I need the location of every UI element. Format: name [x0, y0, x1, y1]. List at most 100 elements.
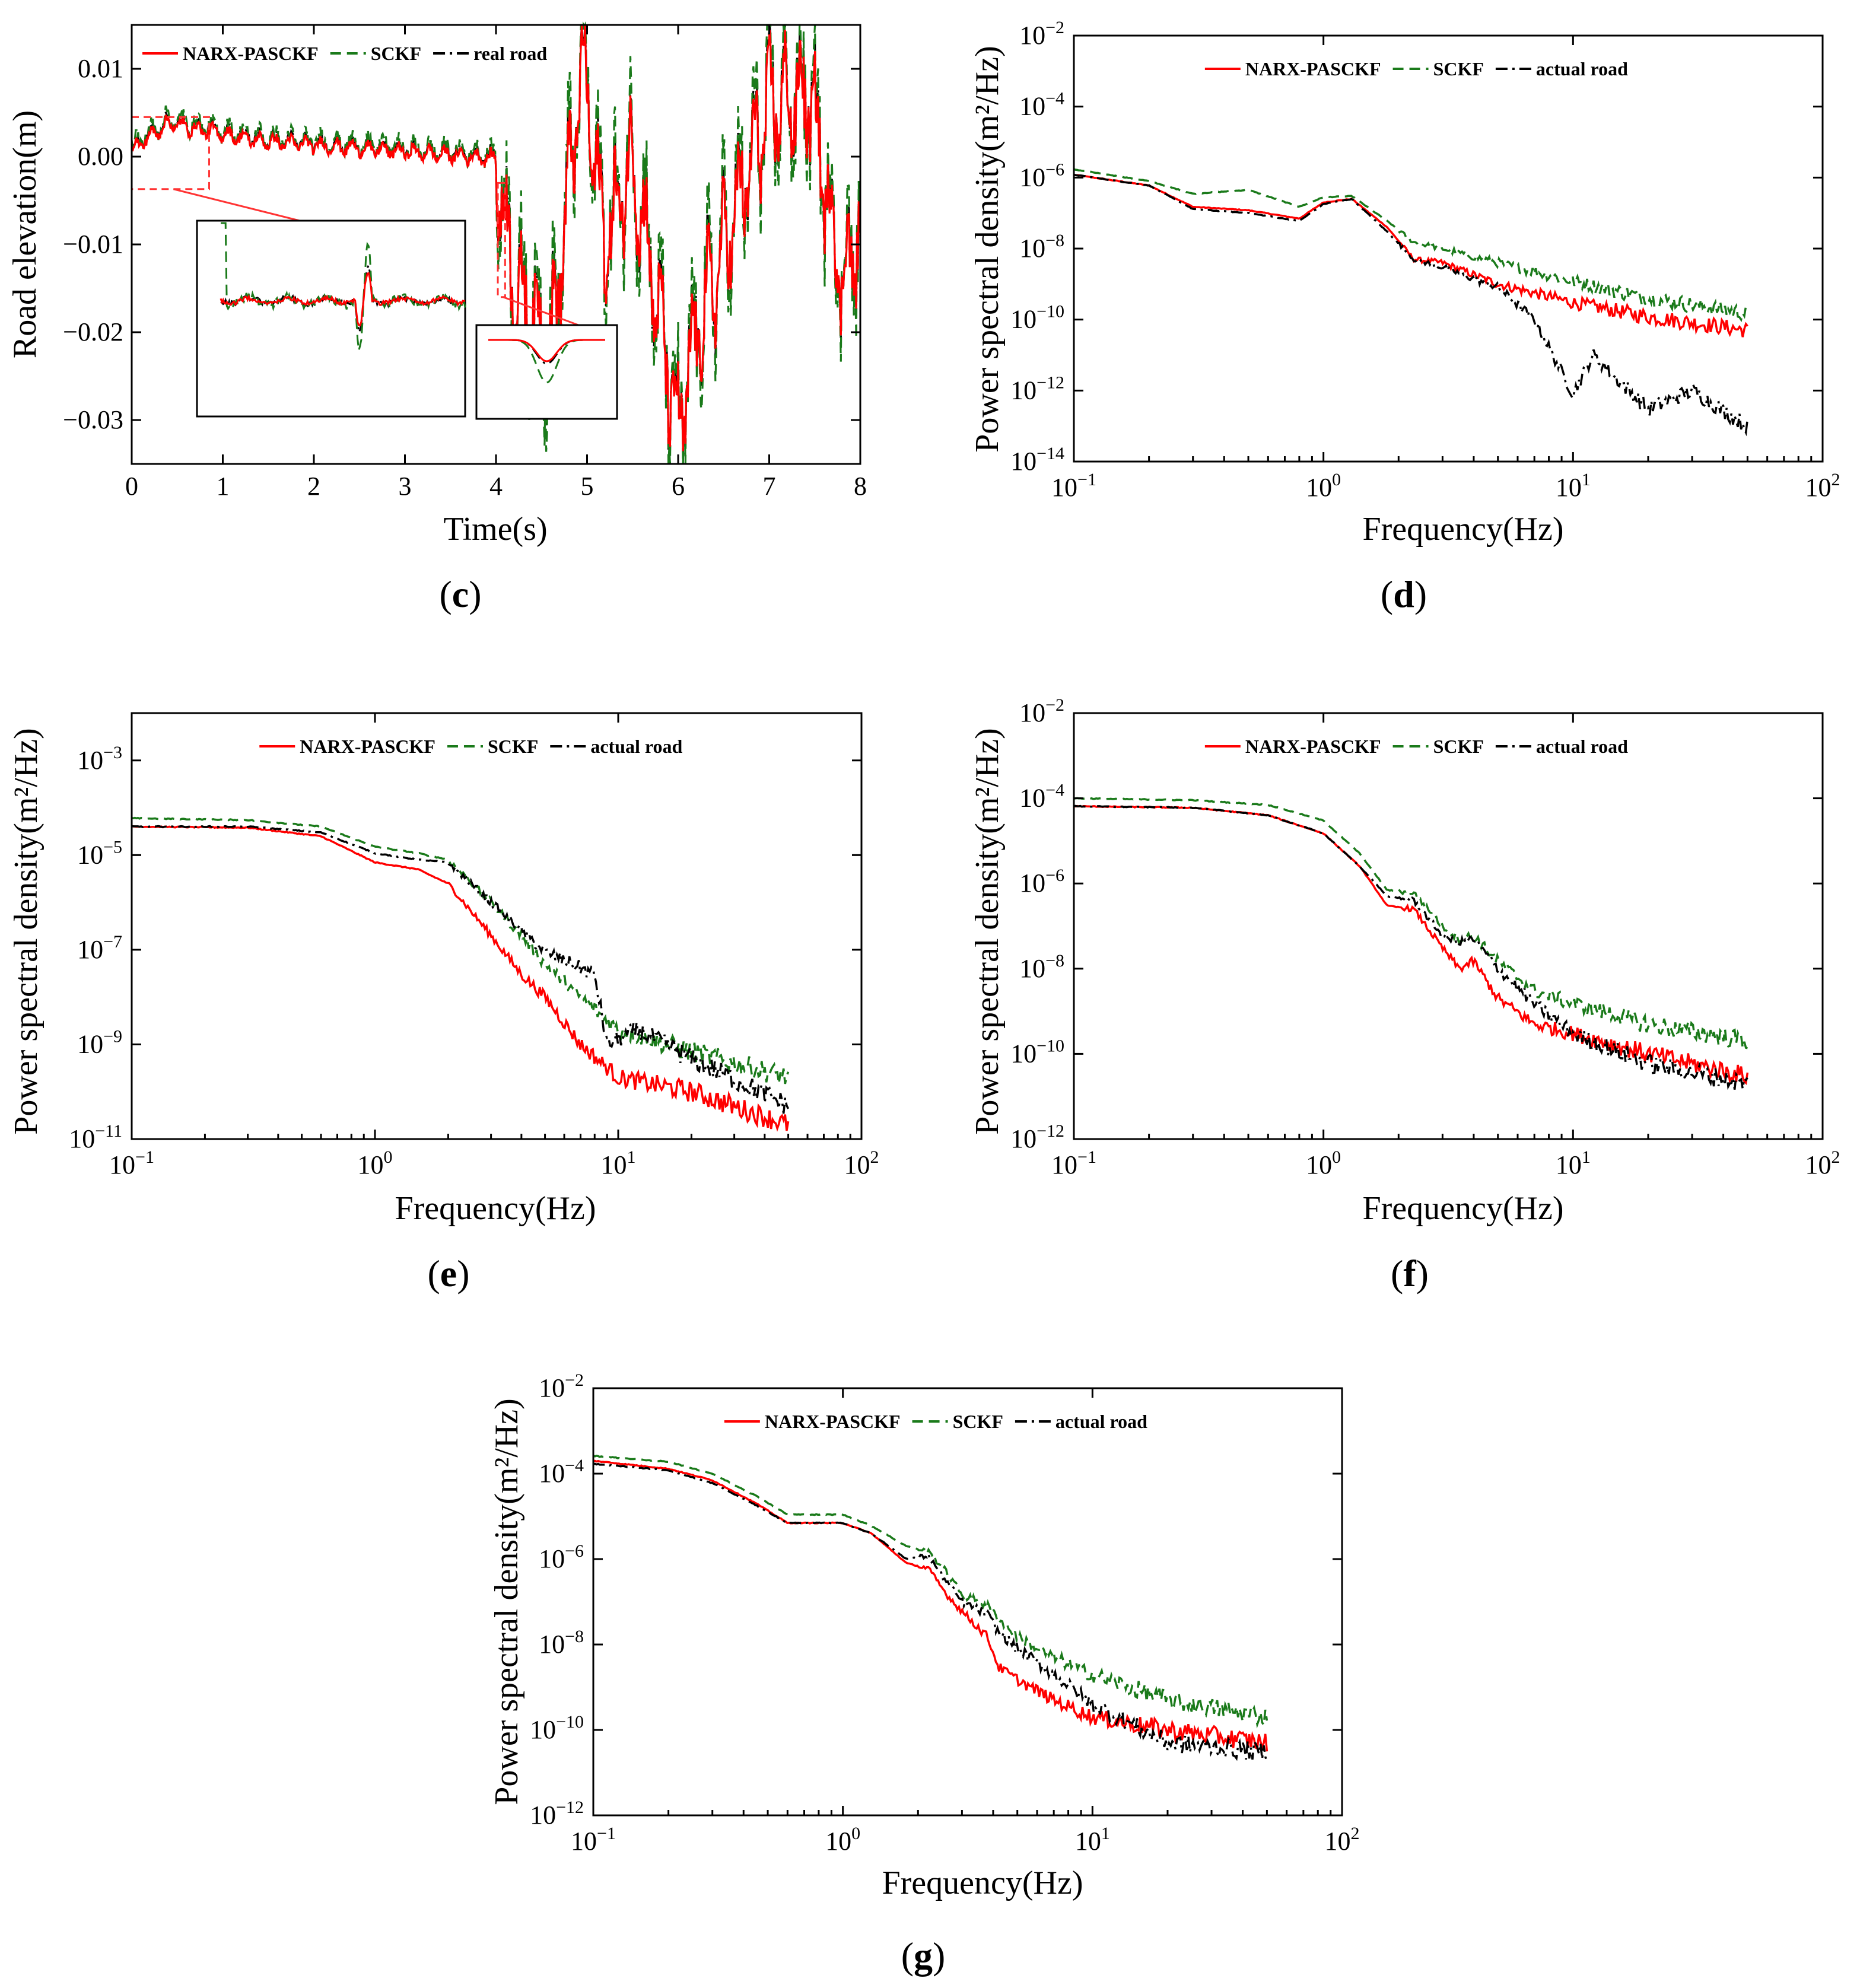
y-axis-label: Power spectral density(m²/Hz)	[8, 728, 44, 1134]
y-tick-label: 10−12	[1010, 1121, 1064, 1153]
plot-area: 0 1 2 3 4 5 6 7 8 −0.03 −0.02 −0.01 0.00 0.01 NARX-PAS…	[63, 21, 867, 501]
inset-1-series	[221, 222, 466, 351]
legend-label-0: NARX-PASCKF	[765, 1411, 901, 1432]
x-tick-label: 3	[399, 472, 412, 501]
x-axis-label: Frequency(Hz)	[882, 1865, 1083, 1901]
x-tick-label: 102	[1325, 1824, 1360, 1856]
series-narx-pasckf	[1073, 804, 1749, 1085]
chart-f: Power spectral density(m²/Hz) Frequency(…	[969, 695, 1840, 1227]
y-tick-label: −0.01	[63, 230, 123, 259]
legend-label-1: SCKF	[488, 736, 538, 757]
caption-d: (d)	[1380, 573, 1427, 615]
caption-f: (f)	[1391, 1252, 1429, 1294]
caption-e: (e)	[427, 1252, 470, 1294]
chart-g: Power spectral density(m²/Hz) Frequency(…	[488, 1370, 1360, 1901]
series-narx-pasckf	[1073, 173, 1748, 338]
legend-label-2: actual road	[1536, 58, 1628, 79]
zoom-region-2	[497, 182, 506, 298]
legend-label-1: SCKF	[1433, 736, 1484, 757]
y-tick-label: 10−6	[1019, 866, 1064, 898]
y-tick-label: 10−8	[539, 1627, 584, 1659]
inset-2-series	[488, 339, 605, 362]
x-tick-label: 102	[1805, 470, 1840, 502]
x-tick-label: 102	[844, 1147, 879, 1179]
inset-1-series	[220, 272, 466, 327]
y-axis-label: Power spectral density(m²/Hz)	[969, 728, 1006, 1134]
y-tick-label: 10−4	[539, 1456, 584, 1488]
legend-label-2: actual road	[590, 736, 682, 757]
series-narx-pasckf	[593, 1459, 1268, 1752]
legend-label-2: actual road	[1055, 1411, 1147, 1432]
callout-arrow-2	[503, 296, 579, 326]
x-tick-label: 102	[1805, 1147, 1840, 1179]
series-sckf	[593, 1455, 1268, 1729]
x-tick-label: 10−1	[1051, 1147, 1096, 1179]
plot-area: 10−1 100 101 102 10−14 10−12 10−10 10−8 10−6 10−4…	[1010, 18, 1840, 502]
chart-d: Power spectral density(m²/Hz) Frequency(…	[969, 18, 1840, 548]
y-tick-label: 10−9	[77, 1026, 122, 1058]
legend-label-2: real road	[473, 43, 547, 64]
callout-arrow-1	[173, 188, 300, 222]
series-actual-road	[1073, 804, 1748, 1090]
x-axis-label: Frequency(Hz)	[1363, 1190, 1564, 1227]
x-tick-label: 1	[217, 472, 230, 501]
x-tick-label: 4	[489, 472, 503, 501]
x-axis-label: Time(s)	[443, 511, 547, 548]
plot-frame	[131, 712, 863, 1140]
legend-label-1: SCKF	[1433, 58, 1484, 79]
series-actual-road	[593, 1462, 1268, 1763]
legend-label-0: NARX-PASCKF	[300, 736, 435, 757]
plot-area: 10−1 100 101 102 10−12 10−10 10−8 10−6 10−4 10−2 N…	[530, 1370, 1359, 1856]
x-tick-label: 100	[1306, 1147, 1341, 1179]
x-tick-label: 101	[1556, 470, 1591, 502]
x-tick-label: 2	[307, 472, 320, 501]
y-tick-label: 10−6	[539, 1541, 584, 1573]
y-axis-label: Power spectral density(m²/Hz)	[488, 1398, 525, 1805]
plot-frame	[1073, 712, 1824, 1140]
y-tick-label: 0.01	[78, 54, 123, 83]
series-sckf	[1073, 797, 1748, 1049]
y-tick-label: 10−12	[1010, 373, 1064, 405]
y-tick-label: −0.03	[63, 405, 123, 434]
x-tick-label: 100	[1306, 470, 1341, 502]
caption-g: (g)	[901, 1935, 946, 1977]
y-tick-label: 0.00	[78, 142, 123, 171]
plot-area: 10−1 100 101 102 10−11 10−9 10−7 10−5 10−3 NARX-P…	[69, 712, 879, 1179]
series-narx-pasckf	[131, 24, 861, 451]
x-tick-label: 0	[125, 472, 138, 501]
inset-1	[196, 220, 466, 418]
legend-label-1: SCKF	[953, 1411, 1003, 1432]
y-tick-label: 10−8	[1019, 951, 1064, 983]
y-tick-label: 10−7	[77, 932, 122, 964]
legend-label-2: actual road	[1536, 736, 1628, 757]
series-actual-road	[1073, 173, 1749, 437]
y-tick-label: 10−3	[77, 743, 122, 775]
series-sckf	[1073, 168, 1748, 323]
series-narx-pasckf	[131, 825, 790, 1132]
x-tick-label: 100	[825, 1824, 860, 1856]
y-tick-label: 10−10	[1010, 1036, 1064, 1068]
series-sckf	[131, 816, 790, 1084]
plot-area: 10−1 100 101 102 10−12 10−10 10−8 10−6 10−4 10−2 N…	[1010, 695, 1840, 1179]
x-tick-label: 10−1	[571, 1824, 616, 1856]
x-tick-label: 5	[581, 472, 594, 501]
x-tick-label: 10−1	[109, 1147, 154, 1179]
x-tick-label: 8	[854, 472, 867, 501]
y-tick-label: −0.02	[63, 317, 123, 346]
y-tick-label: 10−2	[1019, 695, 1064, 727]
caption-c: (c)	[439, 573, 482, 615]
y-tick-label: 10−4	[1019, 781, 1064, 813]
y-tick-label: 10−11	[69, 1121, 122, 1153]
y-axis-label: Road elevation(m)	[7, 110, 43, 358]
series-actual-road	[131, 825, 790, 1114]
legend-label-0: NARX-PASCKF	[183, 43, 319, 64]
y-tick-label: 10−5	[77, 837, 122, 869]
plot-frame	[592, 1387, 1343, 1817]
x-tick-label: 101	[1075, 1824, 1110, 1856]
x-tick-label: 101	[1556, 1147, 1591, 1179]
y-tick-label: 10−2	[1019, 18, 1064, 50]
y-tick-label: 10−10	[1010, 302, 1064, 334]
y-tick-label: 10−8	[1019, 231, 1064, 263]
x-axis-label: Frequency(Hz)	[1363, 511, 1564, 548]
plot-frame	[1073, 34, 1824, 463]
